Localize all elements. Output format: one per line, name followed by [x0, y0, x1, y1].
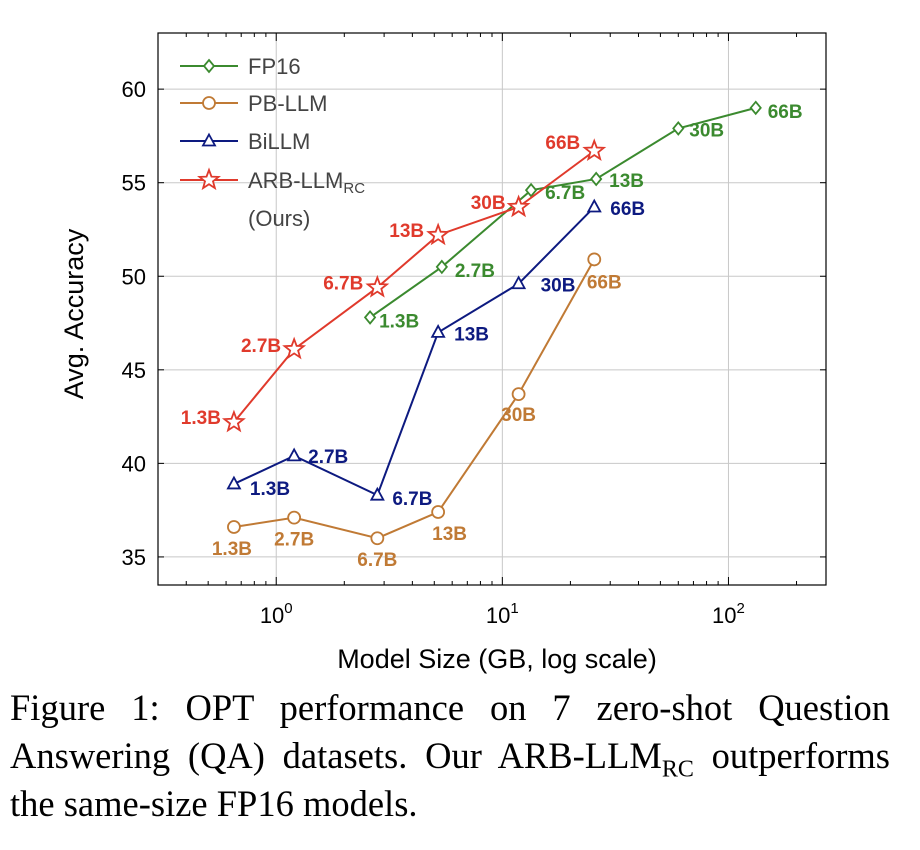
triangle-marker	[511, 275, 527, 290]
series-line	[369, 106, 756, 319]
grid-lines	[158, 33, 826, 585]
diamond-marker	[363, 310, 377, 325]
legend: FP16 PB-LLM BiLLM ARB-LLMRC (Ours)	[180, 54, 365, 231]
x-tick-label: 102	[712, 600, 745, 628]
legend-label: FP16	[248, 54, 301, 79]
legend-label: PB-LLM	[248, 91, 327, 116]
y-axis-title: Avg. Accuracy	[59, 228, 89, 399]
circle-marker	[370, 531, 385, 546]
diamond-marker	[435, 259, 449, 275]
point-label: 2.7B	[455, 261, 495, 282]
point-label: 30B	[471, 193, 506, 214]
point-label: 13B	[609, 171, 644, 192]
y-axis-ticks: 35 40 45 50 55 60	[122, 77, 826, 570]
series-pb-llm	[227, 252, 602, 546]
point-label: 30B	[541, 276, 576, 297]
y-tick-label: 50	[122, 264, 146, 289]
circle-marker	[431, 505, 446, 519]
diamond-marker	[672, 121, 685, 136]
legend-label: ARB-LLMRC	[248, 168, 365, 197]
point-label: 66B	[587, 272, 622, 293]
y-tick-label: 40	[122, 451, 146, 476]
caption-subscript: RC	[661, 756, 694, 783]
x-axis-ticks: 100 101 102	[260, 33, 745, 628]
triangle-marker	[226, 475, 242, 490]
point-label: 1.3B	[250, 479, 290, 500]
point-label: 13B	[454, 324, 489, 345]
triangle-marker	[369, 486, 385, 501]
circle-marker	[202, 96, 216, 110]
point-label: 2.7B	[274, 530, 314, 551]
point-label: 13B	[432, 524, 467, 545]
point-label: 6.7B	[545, 183, 585, 204]
legend-label: BiLLM	[248, 129, 310, 154]
point-label: 1.3B	[181, 408, 221, 429]
point-label: 2.7B	[241, 336, 281, 357]
legend-label-line2: (Ours)	[248, 206, 310, 231]
caption-prefix: Figure 1: OPT performance on 7 zero-shot…	[10, 687, 890, 776]
point-label: 13B	[389, 221, 424, 242]
plot-frame	[157, 32, 827, 586]
star-marker	[221, 409, 246, 433]
y-tick-label: 60	[122, 77, 146, 102]
star-marker	[582, 138, 607, 162]
circle-marker	[587, 252, 602, 267]
y-tick-label: 45	[122, 358, 146, 383]
series-line	[233, 150, 595, 423]
series-arb-llm	[221, 138, 607, 433]
point-label: 66B	[545, 133, 580, 154]
series-layer	[221, 100, 762, 546]
star-marker	[426, 222, 451, 246]
circle-marker	[287, 510, 302, 525]
diamond-marker	[524, 182, 538, 198]
star-marker	[282, 336, 307, 360]
point-label: 30B	[689, 120, 724, 141]
legend-item-billm: BiLLM	[180, 129, 310, 154]
diamond-marker	[749, 100, 762, 116]
circle-marker	[227, 520, 241, 534]
point-label: 66B	[610, 199, 645, 220]
diamond-marker	[202, 58, 216, 74]
legend-item-fp16: FP16	[180, 54, 301, 79]
triangle-marker	[286, 447, 302, 462]
legend-item-arb-llm: ARB-LLMRC (Ours)	[180, 167, 365, 231]
point-label: 1.3B	[379, 311, 419, 332]
figure-caption: Figure 1: OPT performance on 7 zero-shot…	[10, 684, 890, 828]
series-line	[233, 206, 595, 497]
point-label: 6.7B	[357, 550, 397, 571]
circle-marker	[511, 387, 526, 402]
star-marker	[197, 167, 221, 191]
triangle-marker	[201, 132, 217, 147]
point-label: 30B	[501, 405, 536, 426]
diamond-marker	[590, 171, 603, 187]
point-label: 6.7B	[323, 273, 363, 294]
triangle-marker	[586, 198, 602, 213]
x-axis-title: Model Size (GB, log scale)	[337, 644, 657, 674]
star-marker	[365, 274, 390, 298]
series-fp16	[363, 100, 762, 325]
series-billm	[226, 198, 602, 501]
y-tick-label: 55	[122, 171, 146, 196]
caption-suffix: outperforms the same-size FP16 models.	[10, 735, 890, 824]
x-tick-label: 100	[260, 600, 293, 628]
x-tick-label: 101	[486, 600, 519, 628]
triangle-marker	[430, 324, 446, 338]
point-label: 1.3B	[212, 539, 252, 560]
y-tick-label: 35	[122, 545, 146, 570]
series-line	[233, 258, 596, 540]
point-label: 2.7B	[308, 447, 348, 468]
point-label: 6.7B	[392, 489, 432, 510]
star-marker	[506, 194, 531, 218]
point-label: 66B	[768, 102, 803, 123]
legend-item-pb-llm: PB-LLM	[180, 91, 327, 116]
minor-ticks	[157, 33, 798, 585]
